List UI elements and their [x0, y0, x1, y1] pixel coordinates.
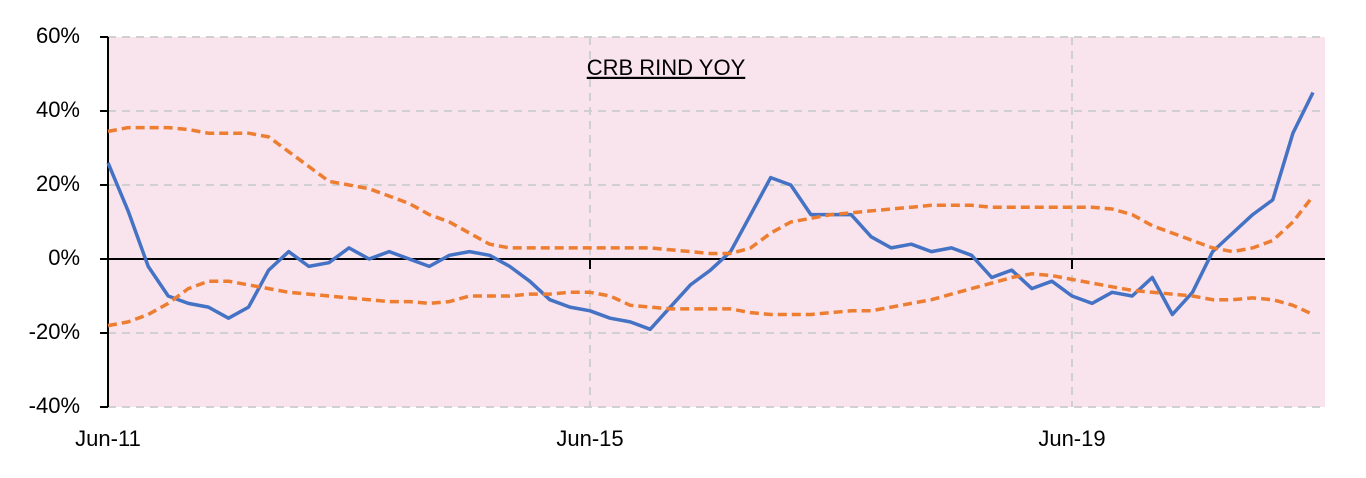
chart-title: CRB RIND YOY: [587, 55, 746, 80]
x-tick-label: Jun-19: [1038, 426, 1105, 451]
plot-background: [108, 37, 1325, 407]
y-tick-label: 0%: [48, 245, 80, 270]
series-line: [106, 91, 1315, 332]
y-tick-label: 20%: [36, 171, 80, 196]
band-line: [107, 125, 1315, 256]
y-tick-label: -40%: [29, 393, 80, 418]
x-tick-label: Jun-15: [556, 426, 623, 451]
y-tick-label: -20%: [29, 319, 80, 344]
y-tick-label: 60%: [36, 23, 80, 48]
y-tick-label: 40%: [36, 97, 80, 122]
band-line: [107, 272, 1314, 328]
x-tick-label: Jun-11: [75, 426, 141, 451]
